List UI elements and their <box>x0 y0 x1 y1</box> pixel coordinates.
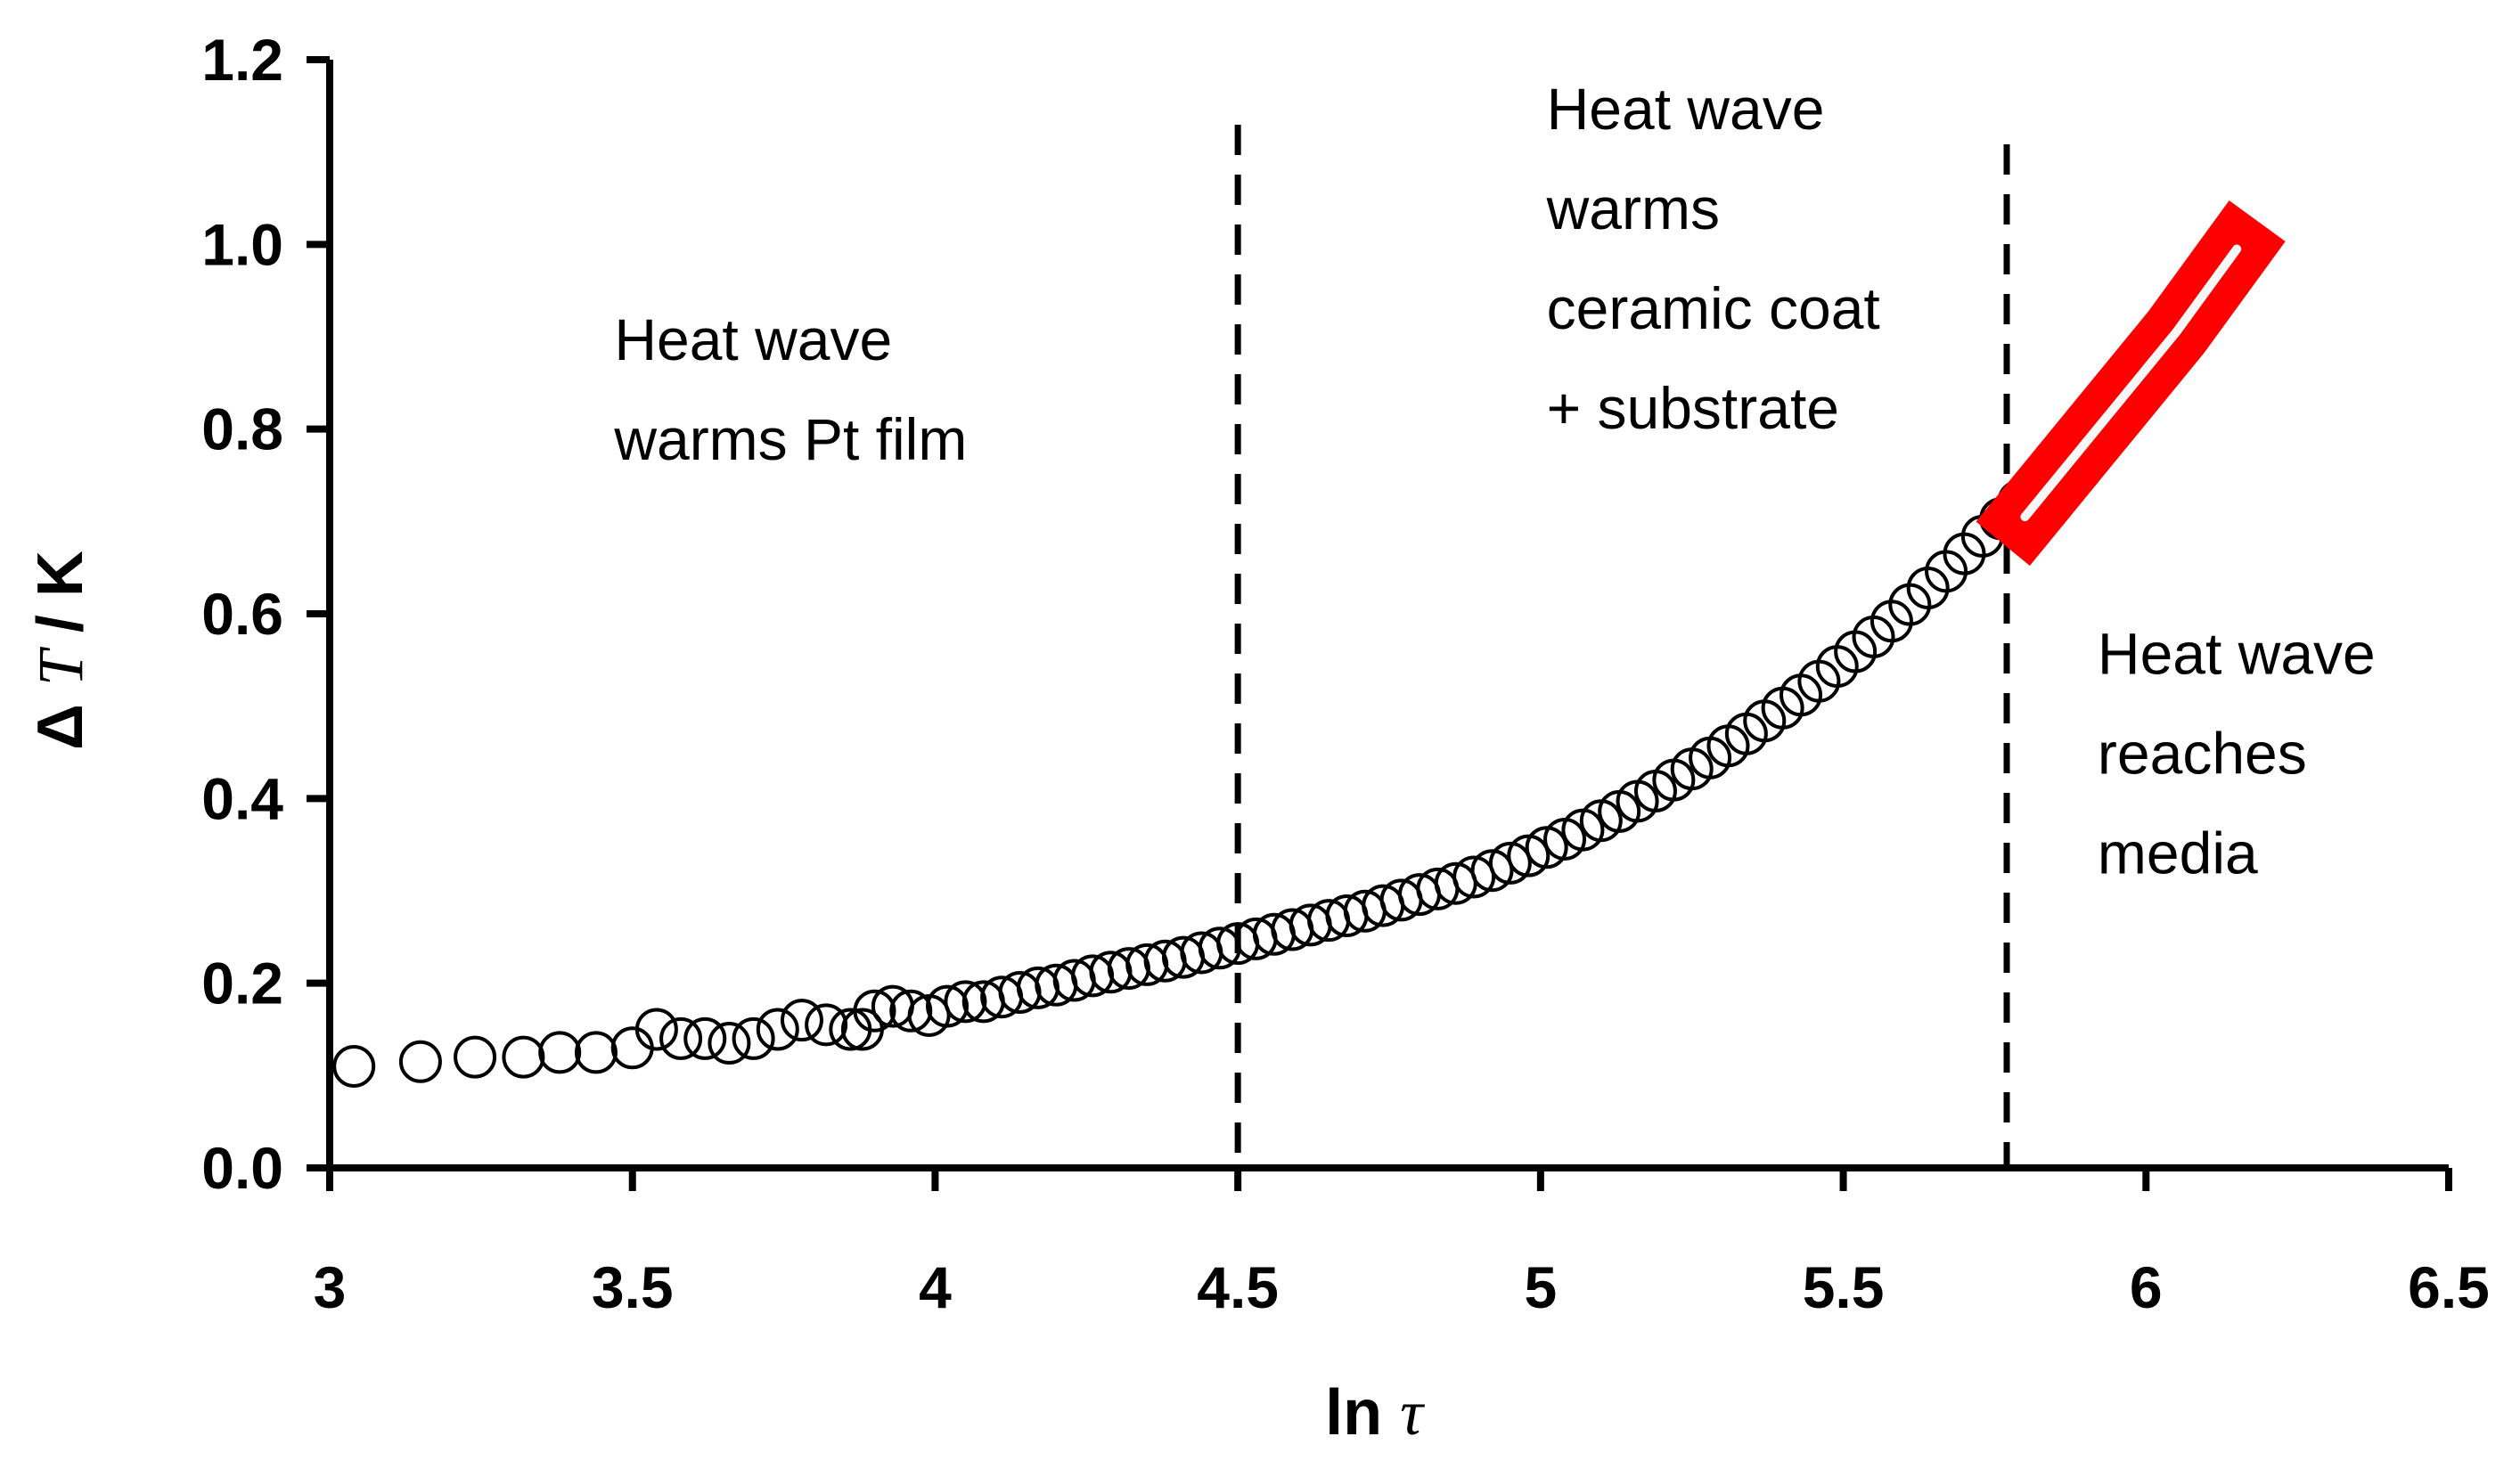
x-tick-label: 6.5 <box>2408 1254 2490 1320</box>
y-tick-labels: 0.0 0.2 0.4 0.6 0.8 1.0 1.2 <box>201 27 283 1201</box>
data-markers <box>332 479 2041 1088</box>
data-point <box>780 999 823 1042</box>
x-tick-label: 3 <box>314 1254 347 1320</box>
x-axis-title: ln τ <box>1325 1377 1425 1449</box>
annotation-line: reaches <box>2098 720 2307 786</box>
annotation-line: + substrate <box>1547 375 1839 441</box>
annotation-line: warms <box>1546 175 1720 241</box>
annotation-line: Heat wave <box>614 306 892 372</box>
data-point <box>926 984 970 1028</box>
annotation-line: media <box>2098 820 2258 886</box>
x-tick-label: 4 <box>919 1254 952 1320</box>
data-point <box>889 989 933 1032</box>
data-point <box>805 1003 848 1047</box>
axes <box>307 56 2452 1191</box>
x-tick-label: 3.5 <box>592 1254 674 1320</box>
data-point <box>332 1044 376 1088</box>
red-fit-line <box>1976 200 2286 567</box>
y-tick-label: 0.0 <box>201 1135 283 1201</box>
x-tick-label: 5.5 <box>1803 1254 1885 1320</box>
region-dividers <box>1234 125 2010 1168</box>
data-point <box>454 1035 497 1079</box>
annotation-line: Heat wave <box>2098 620 2376 686</box>
y-axis-title: Δ T / K <box>25 551 96 750</box>
data-point <box>853 989 896 1032</box>
annotation-line: Heat wave <box>1547 76 1825 142</box>
data-point <box>683 1016 727 1060</box>
data-point <box>538 1031 582 1074</box>
data-point <box>1452 855 1496 899</box>
annotation-2: Heat wave warms ceramic coat + substrate <box>1546 76 1880 441</box>
annotation-3: Heat wave reaches media <box>2098 620 2376 886</box>
data-point <box>756 1008 799 1051</box>
data-point <box>659 1016 703 1060</box>
annotation-line: warms Pt film <box>613 406 967 472</box>
y-tick-label: 0.8 <box>201 396 283 462</box>
y-tick-label: 0.4 <box>201 765 283 831</box>
y-tick-label: 0.2 <box>201 951 283 1016</box>
x-tick-label: 6 <box>2130 1254 2163 1320</box>
data-point <box>1470 849 1514 893</box>
data-point <box>502 1035 545 1079</box>
data-point <box>1488 841 1532 885</box>
data-point <box>634 1008 678 1051</box>
data-point <box>574 1031 618 1074</box>
data-point <box>708 1022 751 1065</box>
annotation-1: Heat wave warms Pt film <box>613 306 967 472</box>
x-tick-label: 4.5 <box>1197 1254 1279 1320</box>
y-tick-label: 1.2 <box>201 27 283 93</box>
data-point <box>398 1040 442 1083</box>
annotations: Heat wave warms Pt film Heat wave warms cera… <box>613 76 2375 886</box>
fit-line-core <box>2020 244 2242 522</box>
annotation-line: ceramic coat <box>1547 275 1880 341</box>
data-point <box>944 980 987 1024</box>
y-tick-label: 0.6 <box>201 581 283 647</box>
x-tick-labels: 3 3.5 4 4.5 5 5.5 6 6.5 <box>314 1254 2490 1320</box>
x-tick-label: 5 <box>1524 1254 1557 1320</box>
data-point <box>732 1016 775 1060</box>
y-tick-label: 1.0 <box>201 211 283 277</box>
